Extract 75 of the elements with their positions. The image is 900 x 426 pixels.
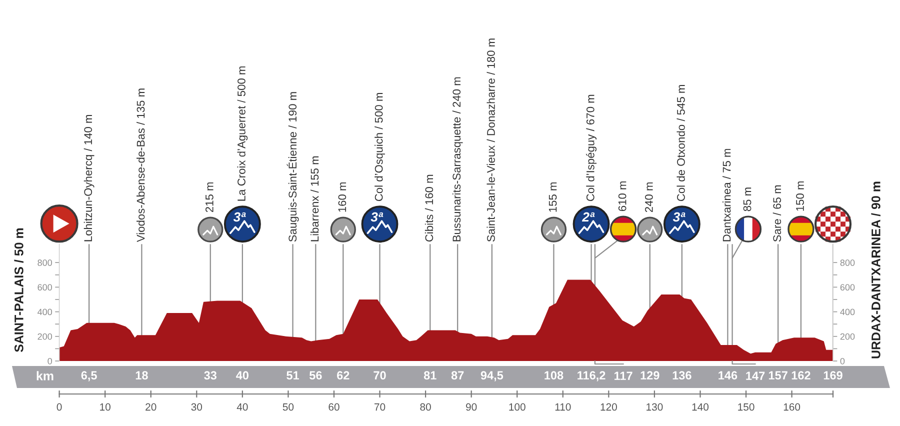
text: 160 m [338, 182, 346, 212]
y-tick-label: 200 [38, 333, 52, 340]
x2-tick-label: 51 [286, 371, 300, 380]
x2-tick-label: 157 [768, 371, 788, 380]
text: Cibits / 160 m [424, 174, 434, 242]
y-tick-label: 400 [38, 308, 52, 316]
text: 150 m [796, 181, 804, 211]
x-tick-label: 120 [600, 403, 617, 411]
x-tick-label: 140 [692, 403, 709, 411]
x2-tick-label: 56 [309, 371, 322, 380]
text: Sauguis-Saint-Étienne / 190 m [286, 92, 299, 242]
text: Dantxarinea / 75 m [722, 148, 731, 242]
x2-tick-label: 108 [544, 371, 564, 380]
text: Saint-Jean-le-Vieux / Donazharre / 180 m [486, 38, 495, 242]
y2-tick-label: 400 [840, 308, 855, 316]
x2-tick-label: 81 [424, 371, 436, 380]
x2-tick-label: 6,5 [81, 371, 97, 382]
text: Lohitzun-Oyhercq / 140 m [84, 114, 94, 242]
y-tick-label: 0 [48, 358, 52, 364]
x2-axis-title: km [36, 371, 54, 380]
x-tick-label: 0 [56, 403, 62, 411]
text: 610 m [618, 181, 626, 212]
x2-tick-label: 162 [792, 371, 810, 380]
x2-tick-label: 33 [204, 371, 217, 380]
text: 117 [614, 372, 632, 380]
x2-tick-label: 70 [374, 371, 386, 380]
y2-axis-title: URDAX-DANTXARINEA / 90 m [871, 182, 880, 358]
x2-tick-label: 169 [824, 371, 842, 380]
x-tick-label: 50 [282, 403, 294, 411]
x2-tick-label: 136 [672, 371, 692, 380]
x2-tick-label: 129 [640, 371, 660, 380]
text: Libarrenx / 155 m [310, 156, 319, 242]
y2-tick-label: 0 [840, 358, 845, 364]
x-tick-label: 30 [191, 403, 202, 411]
x2-tick-label: 62 [337, 371, 350, 380]
x-tick-label: 80 [420, 403, 431, 411]
y2-tick-label: 800 [840, 260, 855, 266]
x2-tick-label: 94,5 [480, 371, 504, 382]
text: Sare / 65 m [772, 185, 782, 242]
x-tick-label: 70 [374, 403, 386, 411]
text: 155 m [548, 182, 557, 212]
text: 147 [746, 372, 765, 380]
y2-tick-label: 200 [840, 333, 855, 340]
x-tick-label: 20 [146, 403, 156, 411]
text: 3ª [672, 212, 686, 222]
text: Bussunarits-Sarrasquette / 240 m [452, 77, 463, 242]
x-tick-label: 60 [328, 403, 340, 411]
x-tick-label: 100 [509, 403, 526, 411]
x2-tick-label: 18 [136, 371, 148, 380]
text: 3ª [233, 212, 246, 222]
text: 2ª [582, 212, 595, 222]
x-tick-label: 40 [236, 403, 248, 411]
text: La Croix d’Aguerret / 500 m [237, 66, 248, 201]
text: Col d’Osquich / 500 m [374, 93, 385, 202]
text: Viodos-Abense-de-Bas / 135 m [136, 88, 145, 242]
text: 3ª [370, 212, 384, 222]
y2-tick-label: 600 [840, 284, 855, 291]
text: 240 m [644, 182, 653, 212]
x-tick-label: 90 [466, 403, 477, 411]
x2-tick-label: 40 [236, 371, 249, 380]
text: Col de Otxondo / 545 m [676, 84, 685, 202]
text: 85 m [743, 188, 752, 212]
text: Col d’Ispéguy / 670 m [586, 94, 597, 202]
y-axis-title: SAINT-PALAIS / 50 m [14, 228, 24, 352]
y-tick-label: 800 [38, 260, 52, 266]
x-tick-label: 150 [738, 403, 754, 411]
x-tick-label: 160 [784, 403, 800, 411]
x2-tick-label: 146 [718, 371, 738, 380]
text: 215 m [205, 182, 214, 212]
x2-tick-label: 116,2 [578, 371, 606, 382]
x-tick-label: 110 [555, 403, 571, 411]
x2-tick-label: 87 [451, 371, 464, 380]
x-tick-label: 130 [646, 403, 663, 411]
x-tick-label: 10 [100, 403, 110, 411]
y-tick-label: 600 [38, 284, 52, 291]
